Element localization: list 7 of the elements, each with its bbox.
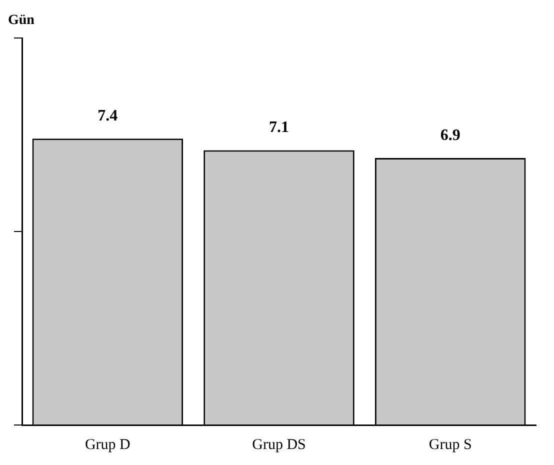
data-label: 7.1: [269, 119, 289, 136]
x-tick-label: Grup S: [428, 436, 472, 453]
x-tick-label: Grup D: [84, 436, 131, 453]
data-label: 7.4: [98, 108, 118, 125]
data-label: 6.9: [440, 126, 460, 144]
y-axis-title: Gün: [8, 13, 35, 28]
x-tick-label: Grup DS: [252, 436, 306, 453]
